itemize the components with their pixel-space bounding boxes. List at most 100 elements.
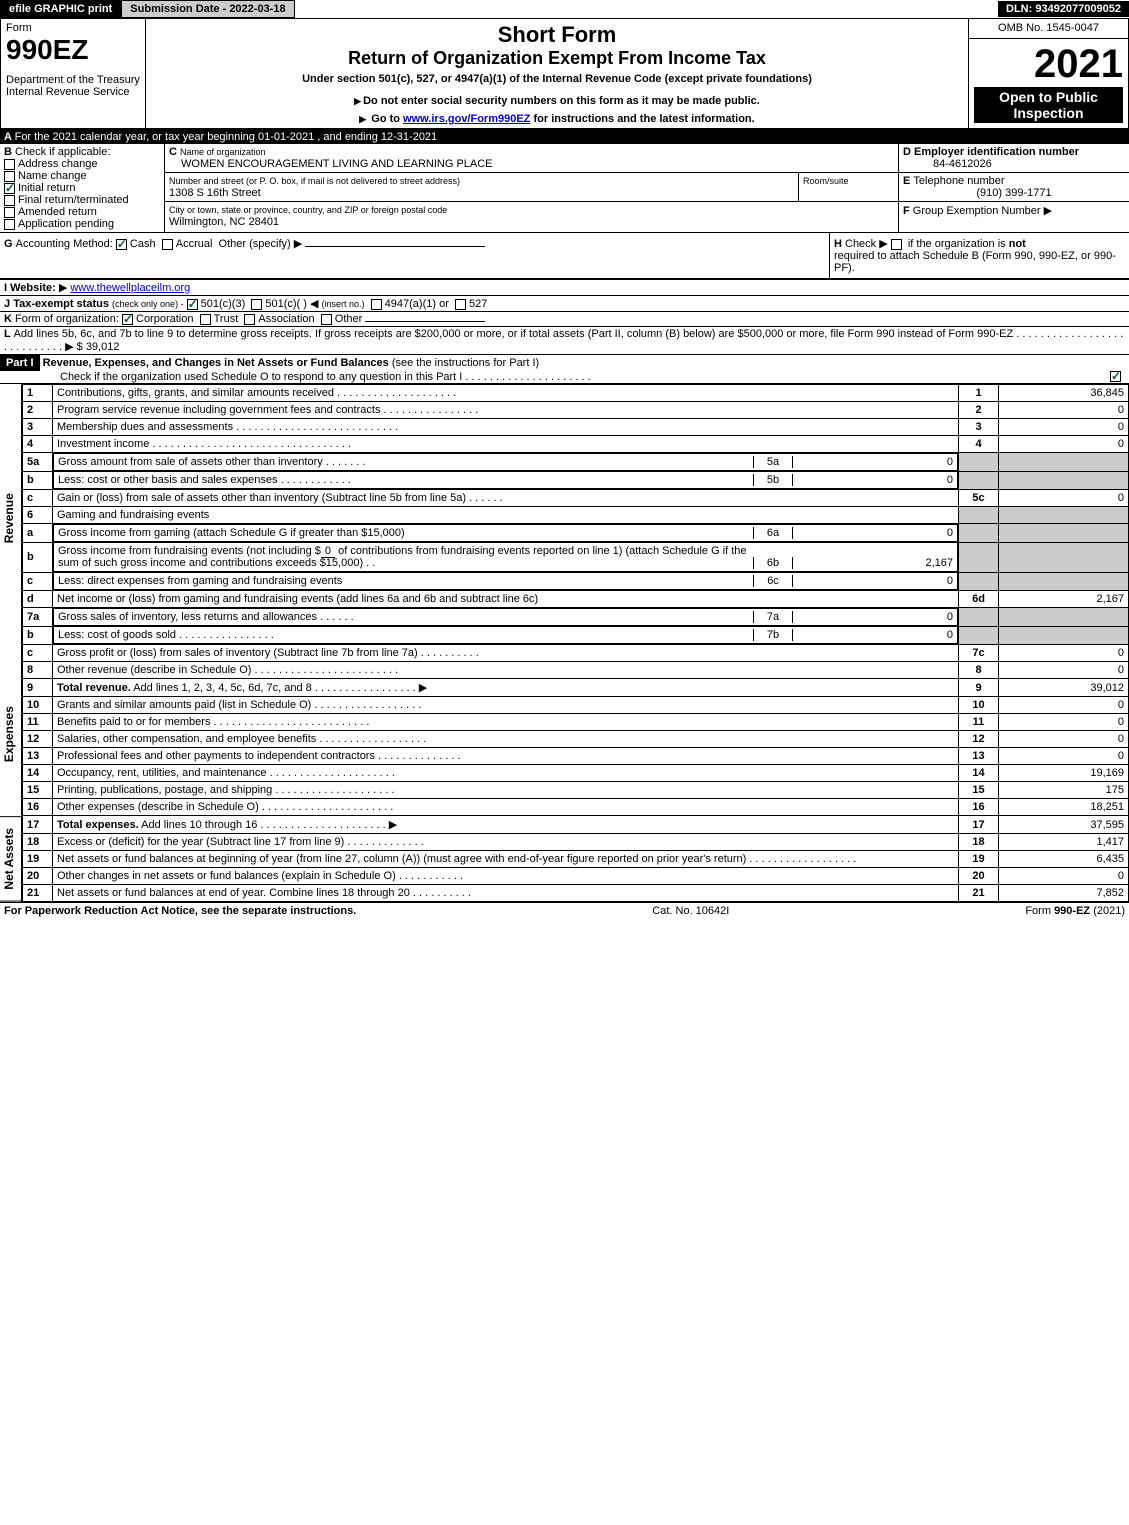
ssn-warning: Do not enter social security numbers on … — [151, 95, 963, 107]
line-12: 12Salaries, other compensation, and empl… — [23, 731, 1129, 748]
i-label: Website: — [10, 282, 56, 294]
bcdef-block: B Check if applicable: Address change Na… — [0, 144, 1129, 233]
section-b: B Check if applicable: Address change Na… — [0, 144, 165, 232]
year-inspection-cell: 2021 Open to Public Inspection — [969, 38, 1129, 128]
b-opt-5[interactable]: Application pending — [4, 218, 160, 230]
efile-print-button[interactable]: efile GRAPHIC print — [0, 0, 121, 18]
checkbox-icon[interactable] — [4, 195, 15, 206]
line-6b: bGross income from fundraising events (n… — [23, 542, 1129, 572]
j-opt3: 4947(a)(1) or — [385, 298, 449, 310]
line-6d: dNet income or (loss) from gaming and fu… — [23, 591, 1129, 608]
checkbox-icon[interactable] — [244, 314, 255, 325]
checkbox-icon[interactable] — [4, 219, 15, 230]
checkbox-icon[interactable] — [371, 299, 382, 310]
line-4: 4Investment income . . . . . . . . . . .… — [23, 436, 1129, 453]
submission-date: Submission Date - 2022-03-18 — [121, 0, 294, 18]
goto-suffix: for instructions and the latest informat… — [533, 113, 754, 125]
footer-mid: Cat. No. 10642I — [652, 905, 729, 917]
k-opt1: Trust — [214, 313, 239, 325]
b-opt-1[interactable]: Name change — [4, 170, 160, 182]
f-label: Group Exemption Number — [913, 205, 1041, 217]
side-expenses: Expenses — [0, 653, 21, 817]
line-5b: bLess: cost or other basis and sales exp… — [23, 471, 1129, 490]
line-7c: cGross profit or (loss) from sales of in… — [23, 645, 1129, 662]
street-value: 1308 S 16th Street — [169, 187, 261, 199]
line-7a: 7aGross sales of inventory, less returns… — [23, 608, 1129, 627]
j-sub: (check only one) - — [112, 299, 184, 309]
b-letter: B — [4, 146, 15, 158]
city-value: Wilmington, NC 28401 — [169, 216, 279, 228]
section-c: C Name of organization WOMEN ENCOURAGEME… — [165, 144, 899, 232]
line-14: 14Occupancy, rent, utilities, and mainte… — [23, 765, 1129, 782]
checkbox-icon[interactable] — [116, 239, 127, 250]
page-footer: For Paperwork Reduction Act Notice, see … — [0, 902, 1129, 919]
form-header: Form 990EZ Department of the Treasury In… — [0, 18, 1129, 129]
b-opt-0[interactable]: Address change — [4, 158, 160, 170]
line-6: 6Gaming and fundraising events — [23, 507, 1129, 524]
g-letter: G — [4, 238, 16, 250]
line-17: 17Total expenses. Add lines 10 through 1… — [23, 816, 1129, 834]
b-opt-2[interactable]: Initial return — [4, 182, 160, 194]
part1-check-text: Check if the organization used Schedule … — [60, 371, 1110, 383]
l-text: Add lines 5b, 6c, and 7b to line 9 to de… — [14, 328, 1014, 340]
checkbox-icon[interactable] — [251, 299, 262, 310]
other-org-input[interactable] — [365, 321, 485, 322]
line-6c: cLess: direct expenses from gaming and f… — [23, 572, 1129, 591]
form-number: 990EZ — [6, 34, 140, 66]
checkbox-icon[interactable] — [455, 299, 466, 310]
section-def: D Employer identification number 84-4612… — [899, 144, 1129, 232]
checkbox-icon[interactable] — [162, 239, 173, 250]
b-opt-3[interactable]: Final return/terminated — [4, 194, 160, 206]
arrow-icon: ▶ — [59, 282, 67, 294]
h-text2: if the organization is — [908, 238, 1006, 250]
checkbox-icon[interactable] — [200, 314, 211, 325]
j-opt2: 501(c)( ) — [265, 298, 307, 310]
g-opt-accrual: Accrual — [176, 238, 213, 250]
checkbox-icon[interactable] — [4, 159, 15, 170]
line-5c: cGain or (loss) from sale of assets othe… — [23, 490, 1129, 507]
footer-left: For Paperwork Reduction Act Notice, see … — [4, 905, 356, 917]
section-h: H Check ▶ if the organization is not req… — [829, 233, 1129, 278]
checkbox-icon[interactable] — [4, 207, 15, 218]
part1-sub: (see the instructions for Part I) — [392, 357, 539, 369]
f-letter: F — [903, 205, 913, 217]
form-id-cell: Form 990EZ Department of the Treasury In… — [1, 19, 146, 129]
checkbox-icon[interactable] — [122, 314, 133, 325]
section-j: J Tax-exempt status (check only one) - 5… — [0, 295, 1129, 311]
checkbox-icon[interactable] — [187, 299, 198, 310]
main-title: Return of Organization Exempt From Incom… — [151, 48, 963, 69]
k-opt3: Other — [335, 313, 363, 325]
checkbox-icon[interactable] — [321, 314, 332, 325]
h-text4: required to attach Schedule B (Form 990,… — [834, 250, 1116, 274]
side-net: Net Assets — [0, 817, 21, 902]
instructions-link-row: Go to www.irs.gov/Form990EZ for instruct… — [151, 113, 963, 125]
section-i: I Website: ▶ www.thewellplaceilm.org — [0, 279, 1129, 295]
checkbox-icon[interactable] — [891, 239, 902, 250]
omb-number: OMB No. 1545-0047 — [974, 22, 1123, 34]
left-arrow-icon: ◀ — [310, 298, 318, 310]
line-a: A For the 2021 calendar year, or tax yea… — [0, 129, 1129, 144]
website-link[interactable]: www.thewellplaceilm.org — [70, 282, 190, 294]
j-letter: J — [4, 298, 13, 310]
l-letter: L — [4, 328, 14, 340]
irs-link[interactable]: www.irs.gov/Form990EZ — [403, 113, 530, 125]
line-21: 21Net assets or fund balances at end of … — [23, 885, 1129, 902]
j-opt1: 501(c)(3) — [201, 298, 246, 310]
arrow-icon: ▶ — [1044, 205, 1052, 217]
part1-body: Revenue Expenses Net Assets 1Contributio… — [0, 384, 1129, 902]
other-specify-input[interactable] — [305, 246, 485, 247]
arrow-icon — [359, 113, 368, 125]
city-label: City or town, state or province, country… — [169, 205, 447, 215]
l-amount: $ 39,012 — [77, 341, 120, 353]
line-7b: bLess: cost of goods sold . . . . . . . … — [23, 626, 1129, 645]
checkbox-icon[interactable] — [1110, 371, 1121, 382]
j-label: Tax-exempt status — [13, 298, 109, 310]
line-20: 20Other changes in net assets or fund ba… — [23, 868, 1129, 885]
b-opt-4[interactable]: Amended return — [4, 206, 160, 218]
checkbox-icon[interactable] — [4, 183, 15, 194]
j-opt4: 527 — [469, 298, 487, 310]
part1-label: Part I — [0, 355, 40, 371]
k-opt0: Corporation — [136, 313, 193, 325]
goto-prefix: Go to — [371, 113, 403, 125]
dots: . . . . . . . . . . . . . . . . . . . . … — [465, 371, 590, 383]
